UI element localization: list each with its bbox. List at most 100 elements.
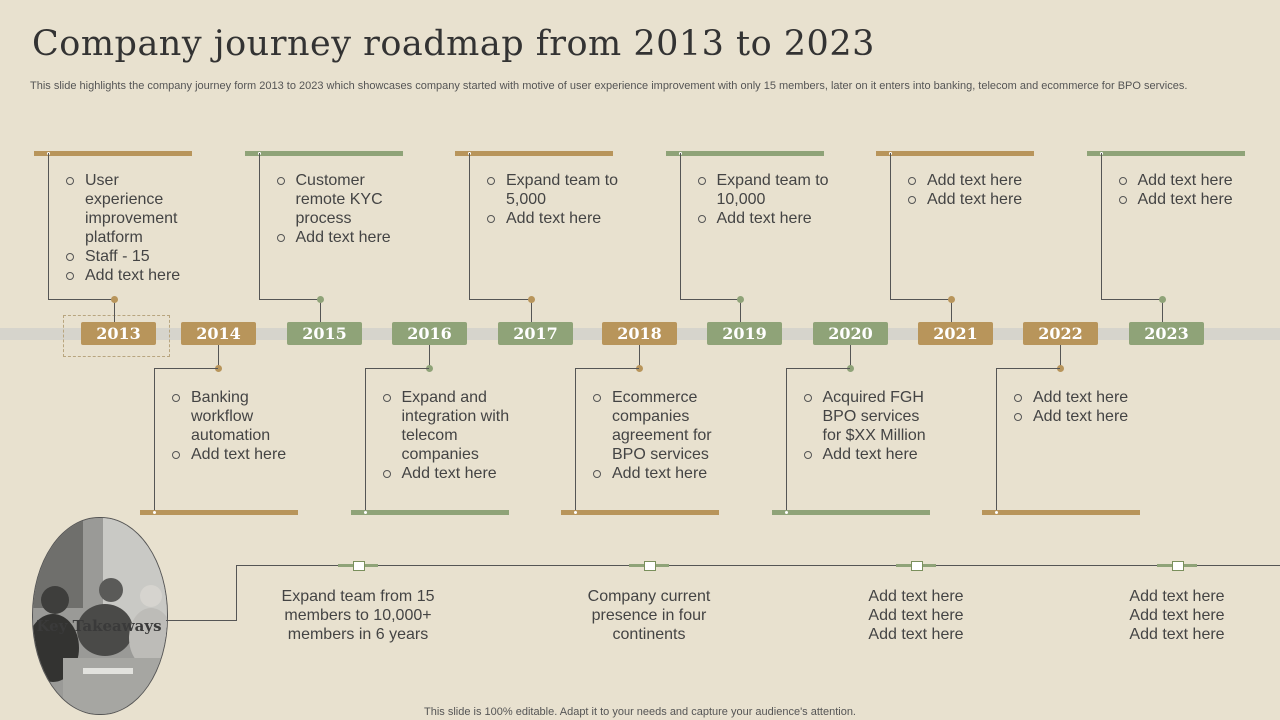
kt-marker [353,561,365,571]
year-badge-2013: 2013 [81,322,156,345]
milestone-bar-2015 [244,151,403,156]
connector-h-2021 [890,299,951,300]
milestone-item: Expand and integration with telecom comp… [382,388,517,464]
milestone-items-2020: Acquired FGH BPO services for $XX Millio… [803,388,938,464]
connector-stem-2022 [1060,345,1061,368]
milestone-item: Add text here [65,266,185,285]
connector-stem-2017 [531,299,532,322]
connector-stem-2016 [429,345,430,368]
connector-dot-2013 [111,296,118,303]
milestone-items-2023: Add text here Add text here [1118,171,1258,209]
kt-item-text: Expand team from 15 members to 10,000+ m… [281,588,435,643]
connector-h-2023 [1100,299,1162,300]
bar-dot-2016 [363,511,367,514]
connector-stem-2021 [951,299,952,322]
connector-h-2022 [996,368,1060,369]
milestone-item: Expand team to 5,000 [486,171,626,209]
milestone-item: Add text here [803,445,938,464]
connector-v-2017 [469,153,470,299]
milestone-item: Add text here [276,228,416,247]
milestone-item: Add text here [1013,407,1148,426]
milestone-item: Add text here [486,209,626,228]
kt-marker [911,561,923,571]
milestone-item: Add text here [697,209,837,228]
milestone-items-2021: Add text here Add text here [907,171,1047,209]
connector-v-2023 [1100,153,1102,299]
milestone-bar-2019 [665,151,824,156]
connector-h-2014 [154,368,218,369]
year-badge-2023: 2023 [1129,322,1204,345]
bar-dot-2020 [784,511,788,514]
kt-item-text: Company current presence in four contine… [587,588,711,643]
connector-stem-2018 [639,345,640,368]
year-badge-2022: 2022 [1023,322,1098,345]
milestone-items-2015: Customer remote KYC process Add text here [276,171,416,247]
footer-note: This slide is 100% editable. Adapt it to… [424,706,856,718]
connector-v-2021 [890,153,891,299]
milestone-item: Add text here [1118,190,1258,209]
milestone-bar-2013 [34,151,192,156]
milestone-bar-2022 [982,510,1140,515]
connector-stem-2014 [218,345,219,368]
meeting-photo [32,517,168,715]
milestone-bar-2016 [350,510,509,515]
milestone-item: Staff - 15 [65,247,185,266]
year-badge-2021: 2021 [918,322,993,345]
page-subtitle: This slide highlights the company journe… [30,80,1188,92]
milestone-bar-2014 [140,510,298,515]
connector-dot-2014 [215,365,222,372]
bar-dot-2022 [995,511,998,514]
connector-h-2018 [575,368,639,369]
connector-dot-2023 [1159,296,1166,303]
connector-stem-2013 [114,299,115,322]
connector-h-2020 [785,368,850,369]
connector-v-2022 [996,368,997,513]
connector-v-2020 [785,368,787,513]
milestone-bar-2023 [1086,151,1245,156]
milestone-items-2018: Ecommerce companies agreement for BPO se… [592,388,727,483]
year-badge-2018: 2018 [602,322,677,345]
milestone-item: Add text here [907,171,1047,190]
connector-stem-2023 [1162,299,1163,322]
kt-marker [644,561,656,571]
kt-connector-vertical [236,565,237,621]
milestone-item: Acquired FGH BPO services for $XX Millio… [803,388,938,445]
milestone-items-2017: Expand team to 5,000 Add text here [486,171,626,228]
milestone-items-2016: Expand and integration with telecom comp… [382,388,517,483]
connector-dot-2018 [636,365,643,372]
milestone-item: Ecommerce companies agreement for BPO se… [592,388,727,464]
milestone-item: Add text here [907,190,1047,209]
milestone-item: Expand team to 10,000 [697,171,837,209]
milestone-item: Add text here [171,445,306,464]
year-badge-2014: 2014 [181,322,256,345]
milestone-bar-2020 [771,510,930,515]
milestone-item: Add text here [1118,171,1258,190]
milestone-items-2014: Banking workflow automation Add text here [171,388,306,464]
connector-h-2013 [48,299,114,300]
connector-v-2016 [364,368,366,513]
year-badge-2020: 2020 [813,322,888,345]
year-badge-2019: 2019 [707,322,782,345]
connector-dot-2021 [948,296,955,303]
page-title: Company journey roadmap from 2013 to 202… [32,24,875,64]
milestone-items-2019: Expand team to 10,000 Add text here [697,171,837,228]
year-badge-2017: 2017 [498,322,573,345]
connector-dot-2020 [847,365,854,372]
connector-v-2013 [48,153,49,299]
connector-h-2015 [258,299,320,300]
connector-h-2017 [469,299,531,300]
milestone-item: Add text here [382,464,517,483]
year-badge-2015: 2015 [287,322,362,345]
connector-stem-2015 [320,299,321,322]
connector-v-2019 [679,153,681,299]
year-badge-2016: 2016 [392,322,467,345]
milestone-item: Add text here [592,464,727,483]
connector-v-2015 [258,153,260,299]
connector-dot-2016 [426,365,433,372]
kt-item-text: Add text here Add text here Add text her… [868,588,964,643]
milestone-bar-2018 [561,510,719,515]
connector-stem-2020 [850,345,851,368]
milestone-bar-2017 [455,151,613,156]
milestone-item: User experience improvement platform [65,171,185,247]
selection-box [63,315,170,357]
